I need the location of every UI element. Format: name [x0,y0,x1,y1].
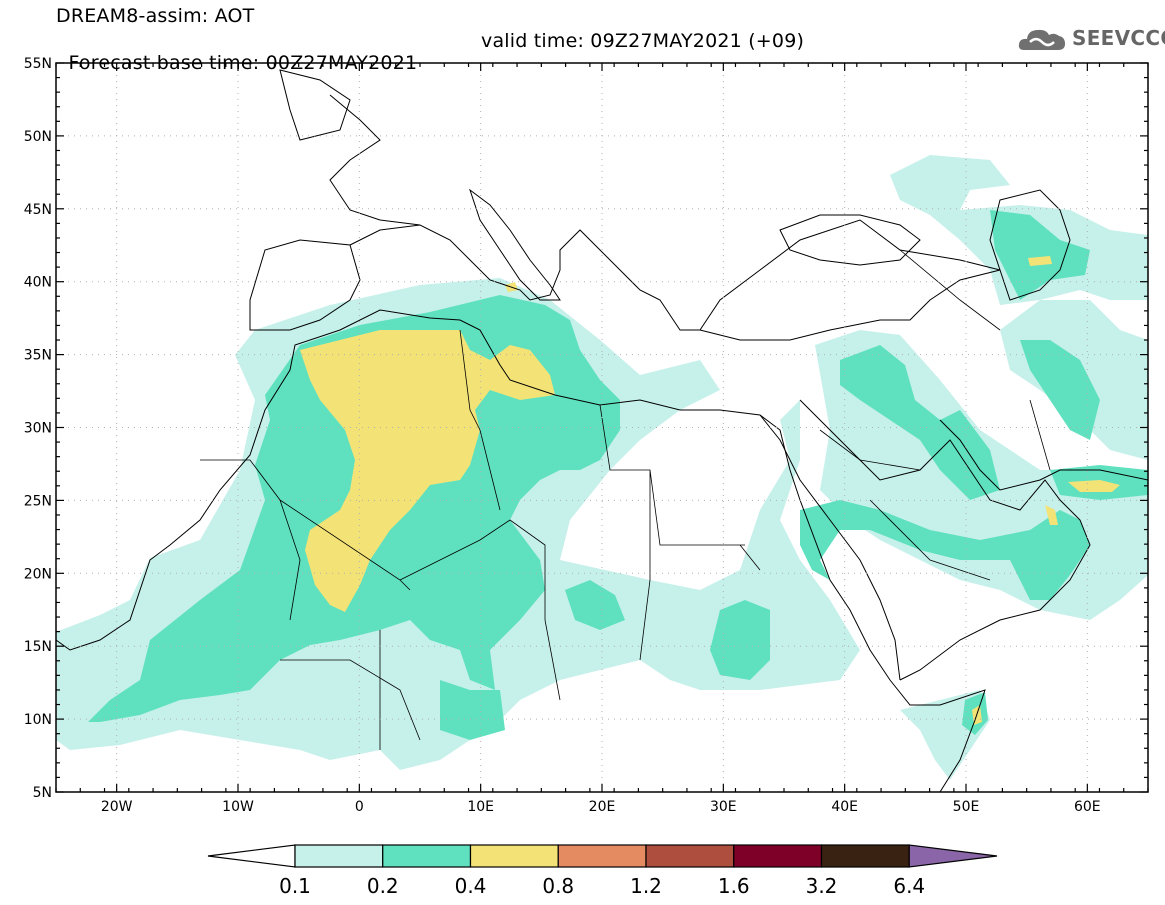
colorbar-label: 1.2 [630,874,662,898]
aot-contour-mid-libya [565,580,625,630]
lon-labels: 20W 10W 0 10E 20E 30E 40E 50E 60E [101,799,1101,815]
lon-label: 20W [101,799,133,815]
aot-contour-high-caspian [1028,256,1052,266]
lat-label: 55N [24,56,52,72]
aot-contour-mid-iran [1020,340,1100,440]
arabia-coastline [799,399,1091,681]
colorbar-label: 1.6 [718,874,750,898]
lat-label: 10N [24,712,52,728]
aot-contour-mid-sudan [710,600,770,680]
colorbar-label: 6.4 [893,874,925,898]
colorbar-label: 0.1 [279,874,311,898]
gulf-coastline [939,419,1148,491]
france-uk-coastline [279,69,421,226]
colorbar-segment [645,844,735,868]
cloud-icon [1018,29,1065,50]
italy-coastline [469,188,561,301]
aot-contour-mid-arabia [800,500,1090,600]
aot-contour-mid-mesopotamia [840,345,1000,500]
aot-contour-high-iran-coast [1068,480,1120,492]
colorbar-label: 0.4 [455,874,487,898]
caspian-coastline [989,189,1071,301]
valid-time: valid time: 09Z27MAY2021 (+09) [481,30,805,52]
logo-text: SEEVCCC [1072,26,1165,50]
map-title: DREAM8-assim: AOT [56,5,255,27]
black-sea-coastline [779,214,921,266]
lon-label: 60E [1074,799,1101,815]
lat-label: 45N [24,202,52,218]
colorbar-labels: 0.1 0.2 0.4 0.8 1.2 1.6 3.2 6.4 [279,874,925,898]
colorbar-segment [820,844,910,868]
lat-label: 35N [24,348,52,364]
gridlines [56,63,1148,792]
colorbar-segment [733,844,823,868]
colorbar-label: 3.2 [806,874,838,898]
lat-label: 20N [24,566,52,582]
colorbar-label: 0.2 [367,874,399,898]
aot-contour-mid-caucasus [990,210,1090,300]
red-sea-coastline [759,414,901,681]
colorbar-label: 0.8 [542,874,574,898]
lon-label: 40E [831,799,858,815]
aot-field [56,155,1148,780]
colorbar-segment-under [207,844,296,868]
aot-contour-high-oman [1045,505,1058,525]
turkey-coastline [699,269,1001,341]
lon-label: 50E [953,799,980,815]
iberia-coastline [249,239,361,331]
lon-label: 30E [710,799,737,815]
lat-label: 5N [33,785,52,801]
aot-contour-high-sahara [300,330,555,612]
lon-label: 20E [589,799,616,815]
lat-label: 50N [24,129,52,145]
seevccc-logo: SEEVCCC [1018,22,1165,56]
lat-label: 30N [24,421,52,437]
lat-labels: 55N 50N 45N 40N 35N 30N 25N 20N 15N 10N 5N [24,56,52,801]
africa-coastline [56,309,986,792]
lon-label: 10W [222,799,254,815]
axis-ticks [55,62,1149,793]
lat-label: 40N [24,275,52,291]
lon-label: 0 [355,799,364,815]
colorbar [207,844,998,868]
lat-label: 25N [24,493,52,509]
aot-contour-mid-chad [440,680,505,740]
coastlines [56,69,1148,792]
country-borders [200,249,1051,750]
europe-coastline [349,219,1001,331]
colorbar-segment [557,844,647,868]
colorbar-segment-over [908,844,998,868]
colorbar-segment [469,844,559,868]
lon-label: 10E [467,799,494,815]
colorbar-segment [382,844,472,868]
colorbar-segment [294,844,384,868]
lat-label: 15N [24,639,52,655]
